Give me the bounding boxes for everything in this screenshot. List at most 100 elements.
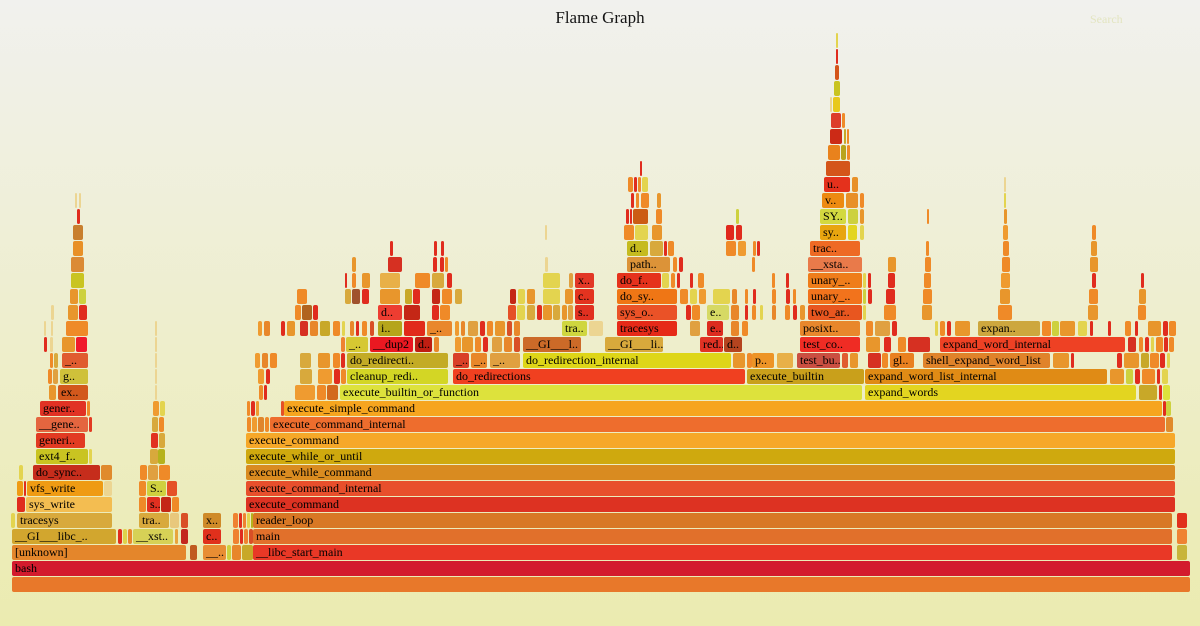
flame-frame[interactable] [297,289,307,304]
flame-frame-e[interactable]: e.. [707,321,723,336]
flame-frame[interactable] [1004,177,1006,192]
flame-frame-__xst[interactable]: __xst.. [133,529,173,544]
flame-frame-execute_builtin_or_function[interactable]: execute_builtin_or_function [340,385,862,400]
flame-frame[interactable] [483,337,488,352]
flame-frame[interactable] [380,289,400,304]
flame-frame-S[interactable]: S.. [147,481,166,496]
flame-frame[interactable] [79,289,86,304]
flame-frame[interactable] [240,529,243,544]
flame-frame[interactable] [151,433,158,448]
flame-frame[interactable] [270,353,277,368]
flame-frame[interactable] [50,353,53,368]
flame-frame[interactable] [830,97,832,112]
flame-frame[interactable] [1003,225,1008,240]
flame-frame[interactable] [793,289,796,304]
flame-frame[interactable] [847,145,850,160]
flame-frame[interactable] [345,273,347,288]
flame-frame[interactable] [1128,337,1136,352]
flame-frame[interactable] [504,337,512,352]
flame-frame-gl[interactable]: gl.. [890,353,914,368]
flame-frame[interactable] [362,321,367,336]
flame-frame[interactable] [507,321,512,336]
flame-frame[interactable] [844,129,846,144]
flame-frame-s[interactable]: s.. [147,497,160,512]
flame-frame[interactable] [172,497,179,512]
flame-frame[interactable] [76,337,87,352]
flame-frame[interactable] [440,305,450,320]
flame-frame[interactable] [247,401,250,416]
flame-frame[interactable] [626,209,629,224]
flame-frame[interactable] [1141,273,1144,288]
flame-frame[interactable] [433,257,437,272]
flame-frame[interactable] [1088,305,1098,320]
flame-frame-p[interactable]: p.. [752,353,774,368]
flame-frame[interactable] [350,321,354,336]
flame-frame[interactable] [89,449,92,464]
flame-frame[interactable] [1138,305,1146,320]
flame-frame[interactable] [1156,337,1163,352]
flame-frame-unary_[interactable]: unary_.. [808,273,862,288]
flame-frame[interactable] [89,417,92,432]
flame-frame-_[interactable]: _.. [471,353,487,368]
flame-frame[interactable] [50,337,53,352]
flame-frame[interactable] [1177,513,1187,528]
flame-frame[interactable] [487,321,493,336]
flame-frame[interactable] [1163,401,1166,416]
flame-frame[interactable] [258,321,262,336]
flame-frame[interactable] [692,305,700,320]
flame-frame[interactable] [1141,353,1149,368]
flame-frame[interactable] [155,353,157,368]
flame-frame[interactable] [772,305,776,320]
flame-frame[interactable] [1092,273,1096,288]
flame-frame[interactable] [514,337,520,352]
flame-frame-bash[interactable]: bash [12,561,1190,576]
flame-frame[interactable] [833,97,840,112]
flame-frame[interactable] [732,289,737,304]
flame-frame-expand_word_list_internal[interactable]: expand_word_list_internal [865,369,1107,384]
flame-frame[interactable] [510,289,516,304]
flame-frame[interactable] [79,193,81,208]
flame-frame[interactable] [514,321,520,336]
flame-frame[interactable] [158,449,165,464]
flame-frame[interactable] [1052,321,1059,336]
flame-frame[interactable] [1163,321,1168,336]
flame-frame[interactable] [320,321,330,336]
flame-frame[interactable] [545,225,547,240]
flame-frame[interactable] [17,497,25,512]
flame-frame-d[interactable]: d.. [378,305,402,320]
flame-frame[interactable] [836,33,838,48]
flame-frame-tracesys[interactable]: tracesys [17,513,112,528]
flame-frame-sy[interactable]: sy.. [820,225,846,240]
flame-frame[interactable] [892,321,897,336]
flame-frame-u[interactable]: u.. [824,177,850,192]
flame-frame-d[interactable]: d.. [627,241,648,256]
flame-frame[interactable] [927,209,929,224]
flame-frame[interactable] [863,305,866,320]
flame-frame[interactable] [1135,321,1138,336]
flame-frame-__GI___libc_[interactable]: __GI___libc_.. [12,529,116,544]
flame-frame[interactable] [656,209,662,224]
flame-frame[interactable] [589,321,603,336]
flame-frame[interactable] [875,321,890,336]
flame-frame-two_ar[interactable]: two_ar.. [808,305,862,320]
flame-frame[interactable] [317,385,326,400]
flame-frame[interactable] [405,289,412,304]
flame-frame[interactable] [800,305,805,320]
flame-frame[interactable] [51,321,53,336]
flame-frame[interactable] [842,113,845,128]
flame-frame-__xsta[interactable]: __xsta.. [808,257,862,272]
flame-frame-_[interactable]: _.. [346,337,368,352]
flame-frame[interactable] [153,401,159,416]
flame-frame[interactable] [175,529,178,544]
flame-frame[interactable] [757,241,760,256]
flame-frame[interactable] [847,129,849,144]
flame-frame[interactable] [11,513,15,528]
flame-frame-__gene[interactable]: __gene.. [36,417,88,432]
flame-frame-_[interactable]: _.. [62,353,88,368]
flame-frame[interactable] [1151,337,1154,352]
flame-frame[interactable] [940,321,945,336]
flame-frame[interactable] [868,289,872,304]
flame-frame[interactable] [752,257,755,272]
flame-frame[interactable] [1159,385,1162,400]
flame-frame[interactable] [677,273,680,288]
